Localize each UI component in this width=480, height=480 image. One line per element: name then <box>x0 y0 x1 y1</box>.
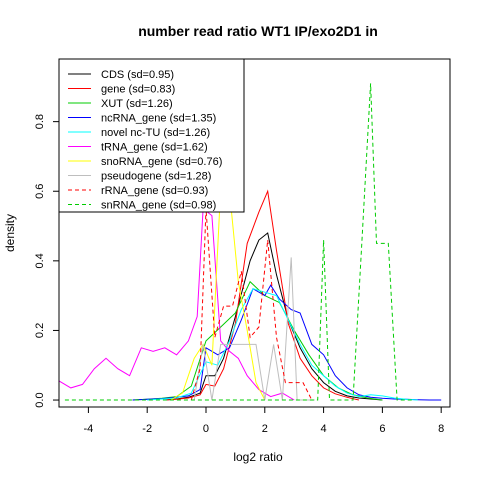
legend-entry-label: tRNA_gene (sd=1.62) <box>101 142 208 154</box>
series-line-0 <box>164 232 383 401</box>
legend-entry-label: gene (sd=0.83) <box>101 84 175 96</box>
y-tick-label: 0.0 <box>34 392 46 407</box>
y-tick-label: 0.8 <box>34 114 46 129</box>
series-layer <box>58 83 442 401</box>
x-tick-label: 8 <box>438 423 444 435</box>
series-line-8 <box>190 208 313 401</box>
legend-entry-label: pseudogene (sd=1.28) <box>101 171 211 183</box>
x-tick-label: -2 <box>142 423 152 435</box>
series-line-5 <box>58 207 295 401</box>
x-tick-label: 0 <box>203 423 209 435</box>
legend-entry-label: XUT (sd=1.26) <box>101 98 173 110</box>
x-tick-label: -4 <box>84 423 94 435</box>
y-tick-label: 0.4 <box>34 253 46 268</box>
legend-entry-label: rRNA_gene (sd=0.93) <box>101 185 208 197</box>
legend-entry-label: ncRNA_gene (sd=1.35) <box>101 113 216 125</box>
x-tick-label: 4 <box>321 423 327 435</box>
series-line-9 <box>64 83 412 401</box>
series-line-3 <box>132 284 442 401</box>
y-axis-label: density <box>3 214 17 252</box>
y-tick-label: 0.2 <box>34 323 46 338</box>
series-line-1 <box>164 189 360 401</box>
x-axis-label: log2 ratio <box>233 450 283 464</box>
x-tick-label: 2 <box>262 423 268 435</box>
x-tick-label: 6 <box>379 423 385 435</box>
chart-title: number read ratio WT1 IP/exo2D1 in <box>138 23 378 39</box>
legend-entry-label: snRNA_gene (sd=0.98) <box>101 200 216 212</box>
series-line-7 <box>193 257 315 401</box>
legend-box <box>58 58 245 213</box>
legend-entry-label: CDS (sd=0.95) <box>101 69 174 81</box>
legend: CDS (sd=0.95) gene (sd=0.83) XUT (sd=1.26)… <box>58 58 245 213</box>
legend-entry-label: novel nc-TU (sd=1.26) <box>101 127 210 139</box>
series-line-4 <box>147 288 418 401</box>
legend-entry-label: snoRNA_gene (sd=0.76) <box>101 156 222 168</box>
y-tick-label: 0.6 <box>34 184 46 199</box>
